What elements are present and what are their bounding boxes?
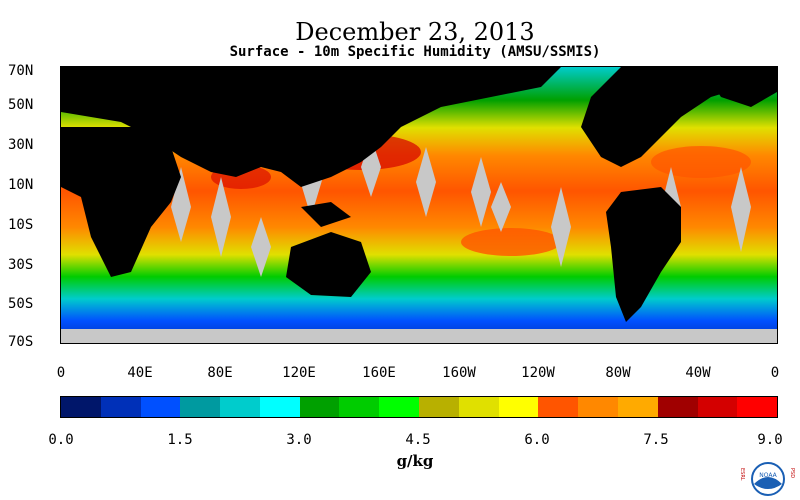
map-title: December 23, 2013: [295, 18, 535, 46]
colorbar-tick-label: 9.0: [757, 432, 783, 448]
lon-label: 0: [770, 365, 780, 381]
humidity-map-svg: [61, 67, 777, 343]
colorbar-swatch: [737, 397, 778, 417]
map-subtitle: Surface - 10m Specific Humidity (AMSU/SS…: [229, 44, 601, 60]
lon-label: 80W: [605, 365, 631, 381]
lon-label: 0: [56, 365, 66, 381]
colorbar-swatch: [657, 397, 698, 417]
lon-label: 40W: [685, 365, 711, 381]
lat-label: 10S: [8, 217, 34, 233]
lat-label: 30N: [8, 137, 34, 153]
colorbar-swatch: [617, 397, 658, 417]
lon-label: 40E: [127, 365, 153, 381]
warm-patch: [651, 146, 751, 178]
colorbar-swatch: [419, 397, 459, 417]
lat-label: 30S: [8, 257, 34, 273]
lon-label: 160E: [362, 365, 396, 381]
colorbar-tick-label: 0.0: [48, 432, 74, 448]
colorbar-swatch: [379, 397, 420, 417]
humidity-map: [60, 66, 778, 344]
colorbar-units: g/kg: [396, 452, 434, 470]
noaa-logo: NOAA ESRL PSD: [739, 462, 795, 496]
colorbar-tick-label: 7.5: [643, 432, 669, 448]
colorbar-tick-label: 1.5: [167, 432, 193, 448]
colorbar-tick-label: 6.0: [524, 432, 550, 448]
lon-label: 80E: [207, 365, 233, 381]
lat-label: 10N: [8, 177, 34, 193]
lat-label: 50S: [8, 296, 34, 312]
colorbar-swatch: [220, 397, 260, 417]
psd-logo-text: PSD: [789, 468, 795, 478]
colorbar-tick-label: 4.5: [405, 432, 431, 448]
lat-label: 70S: [8, 334, 34, 350]
lat-label: 70N: [8, 63, 34, 79]
land-masses: [61, 67, 777, 343]
warm-patch: [461, 228, 561, 256]
colorbar-swatch: [697, 397, 738, 417]
lon-label: 120E: [282, 365, 316, 381]
colorbar-swatch: [100, 397, 141, 417]
noaa-logo-text: NOAA: [759, 472, 777, 479]
colorbar-tick-label: 3.0: [286, 432, 312, 448]
colorbar-swatch: [538, 397, 579, 417]
lon-label: 120W: [521, 365, 555, 381]
esrl-logo-text: ESRL: [739, 468, 745, 481]
colorbar-swatch: [61, 397, 101, 417]
lat-label: 50N: [8, 97, 34, 113]
colorbar-swatch: [259, 397, 300, 417]
colorbar-swatch: [299, 397, 340, 417]
colorbar-swatch: [498, 397, 539, 417]
lon-label: 160W: [442, 365, 476, 381]
colorbar-swatch: [458, 397, 499, 417]
colorbar-swatch: [339, 397, 380, 417]
colorbar-swatch: [140, 397, 181, 417]
colorbar-swatch: [180, 397, 221, 417]
colorbar-swatch: [578, 397, 618, 417]
colorbar: [60, 396, 778, 418]
